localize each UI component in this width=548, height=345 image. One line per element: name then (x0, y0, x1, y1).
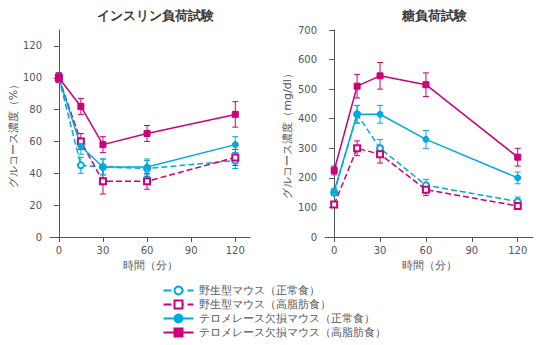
svg-text:30: 30 (374, 245, 387, 256)
svg-text:0: 0 (36, 232, 42, 243)
svg-text:40: 40 (29, 168, 42, 179)
svg-text:テロメレース欠損マウス（高脂肪食）: テロメレース欠損マウス（高脂肪食） (199, 326, 386, 339)
svg-text:グルコース濃度（mg/dl）: グルコース濃度（mg/dl） (281, 68, 294, 198)
svg-text:120: 120 (226, 245, 245, 256)
svg-text:テロメレース欠損マウス（正常食）: テロメレース欠損マウス（正常食） (199, 312, 375, 325)
svg-text:60: 60 (29, 136, 42, 147)
svg-text:120: 120 (23, 40, 42, 51)
svg-text:時間（分）: 時間（分） (402, 259, 457, 272)
svg-text:0: 0 (331, 245, 337, 256)
svg-text:糖負荷試験: 糖負荷試験 (401, 8, 468, 23)
svg-text:700: 700 (298, 25, 317, 36)
svg-text:90: 90 (465, 245, 478, 256)
svg-text:200: 200 (298, 172, 317, 183)
svg-text:120: 120 (508, 245, 527, 256)
svg-text:20: 20 (29, 200, 42, 211)
svg-text:500: 500 (298, 84, 317, 95)
svg-text:60: 60 (420, 245, 433, 256)
svg-text:野生型マウス（正常食）: 野生型マウス（正常食） (199, 284, 320, 297)
svg-text:100: 100 (298, 202, 317, 213)
svg-text:30: 30 (97, 245, 110, 256)
svg-text:野生型マウス（高脂肪食）: 野生型マウス（高脂肪食） (199, 298, 331, 311)
svg-text:0: 0 (56, 245, 62, 256)
svg-text:0: 0 (311, 232, 317, 243)
svg-text:時間（分）: 時間（分） (123, 259, 178, 272)
svg-text:600: 600 (298, 54, 317, 65)
svg-text:90: 90 (185, 245, 198, 256)
svg-text:80: 80 (29, 104, 42, 115)
svg-text:400: 400 (298, 113, 317, 124)
svg-text:グルコース濃度（%）: グルコース濃度（%） (7, 79, 20, 188)
svg-text:インスリン負荷試験: インスリン負荷試験 (97, 8, 215, 23)
svg-text:300: 300 (298, 143, 317, 154)
svg-text:100: 100 (23, 72, 42, 83)
svg-text:60: 60 (141, 245, 154, 256)
